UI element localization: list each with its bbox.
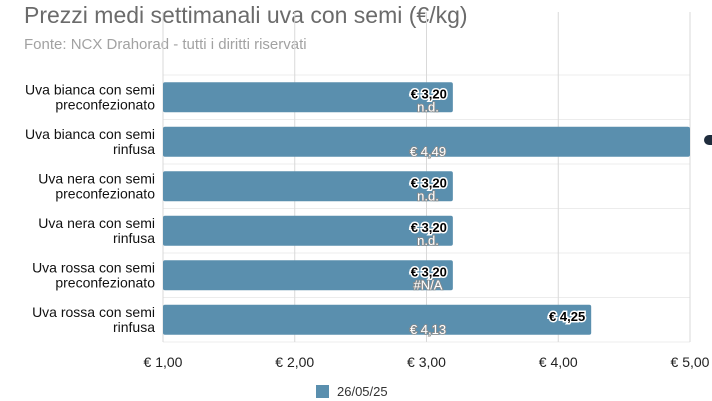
- category-label: Uva rossa con semi: [32, 304, 155, 320]
- bar: [163, 171, 453, 202]
- category-label: Uva nera con semi: [38, 170, 155, 186]
- bar-value-label: € 3,20: [411, 220, 447, 235]
- chart-title: Prezzi medi settimanali uva con semi (€/…: [24, 2, 468, 28]
- category-label: rinfusa: [113, 319, 155, 335]
- category-label: rinfusa: [113, 141, 155, 157]
- bar-value-label: € 3,20: [411, 86, 447, 101]
- category-label: Uva nera con semi: [38, 215, 155, 231]
- category-label: Uva bianca con semi: [25, 81, 155, 97]
- secondary-label: n.d.: [417, 188, 439, 203]
- category-label: rinfusa: [113, 230, 155, 246]
- x-tick-label: € 5,00: [671, 354, 710, 370]
- legend-label: 26/05/25: [337, 384, 388, 399]
- category-label: preconfezionato: [55, 96, 155, 112]
- legend-swatch: [316, 385, 329, 398]
- category-label: Uva bianca con semi: [25, 126, 155, 142]
- secondary-label: € 4,13: [410, 322, 446, 337]
- bar-value-label: € 3,20: [411, 175, 447, 190]
- bar: [163, 126, 690, 157]
- bar-value-label: € 3,20: [411, 264, 447, 279]
- chart-subtitle: Fonte: NCX Drahorad - tutti i diritti ri…: [24, 36, 307, 53]
- secondary-label: #N/A: [414, 277, 443, 292]
- scroll-marker[interactable]: [704, 135, 712, 145]
- secondary-label: n.d.: [417, 99, 439, 114]
- x-tick-label: € 3,00: [407, 354, 446, 370]
- category-label: preconfezionato: [55, 185, 155, 201]
- x-tick-label: € 1,00: [144, 354, 183, 370]
- bar: [163, 260, 453, 291]
- category-label: preconfezionato: [55, 274, 155, 290]
- bar: [163, 215, 453, 246]
- bar: [163, 82, 453, 113]
- bar: [163, 304, 592, 335]
- category-label: Uva rossa con semi: [32, 259, 155, 275]
- x-tick-label: € 2,00: [275, 354, 314, 370]
- bar-value-label: € 4,25: [549, 309, 585, 324]
- secondary-label: n.d.: [417, 233, 439, 248]
- secondary-label: € 4,49: [410, 144, 446, 159]
- x-tick-label: € 4,00: [539, 354, 578, 370]
- legend[interactable]: 26/05/25: [316, 384, 388, 399]
